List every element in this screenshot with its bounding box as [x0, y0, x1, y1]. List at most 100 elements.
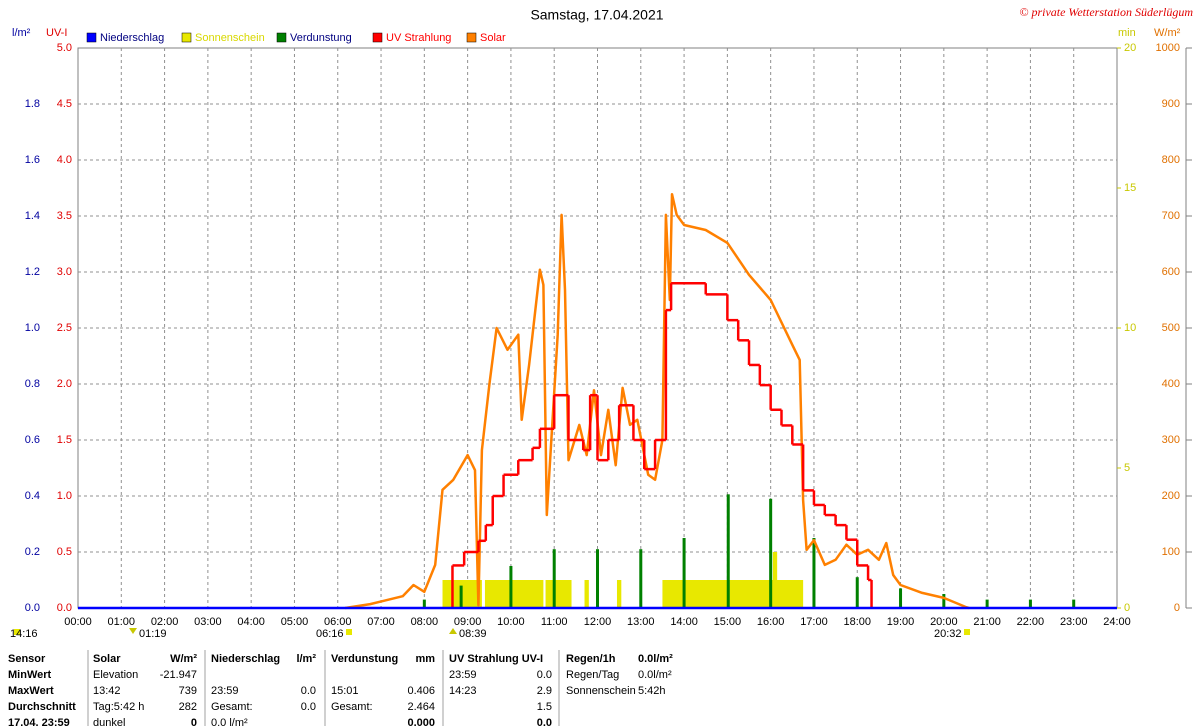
y2-tick-label: 15: [1124, 182, 1136, 194]
marker-label: 06:16: [316, 628, 344, 640]
table-cell: Durchschnitt: [8, 701, 76, 713]
x-tick-label: 17:00: [800, 616, 828, 628]
table-cell: 2.464: [407, 701, 435, 713]
y3-tick-label: 700: [1162, 210, 1180, 222]
y2-tick-label: 10: [1124, 322, 1136, 334]
sunshine-bar: [662, 580, 804, 608]
x-tick-label: 07:00: [367, 616, 395, 628]
x-tick-label: 02:00: [151, 616, 179, 628]
table-cell: Sonnenschein: [566, 685, 636, 697]
table-cell: 0.0: [301, 685, 316, 697]
evaporation-bar: [509, 566, 513, 608]
markers: 14:16 01:19 06:16 08:39 20:32: [10, 628, 970, 640]
y-tick-label: 1.8: [25, 98, 40, 110]
legend-label: Solar: [480, 32, 506, 44]
summary-table: Sensor Solar W/m² Niederschlag l/m² Verdunstu…: [8, 650, 673, 726]
table-cell: 0.0l/m²: [638, 669, 672, 681]
x-tick-label: 21:00: [973, 616, 1001, 628]
x-tick-label: 00:00: [64, 616, 92, 628]
legend-label: UV Strahlung: [386, 32, 451, 44]
x-tick-label: 14:00: [670, 616, 698, 628]
y3-tick-label: 400: [1162, 378, 1180, 390]
evaporation-bar: [769, 498, 773, 608]
table-cell: 0.406: [407, 685, 435, 697]
axis-unit: min: [1118, 27, 1136, 39]
y3-tick-label: 1000: [1156, 42, 1180, 54]
y2-tick-label: 5: [1124, 462, 1130, 474]
table-cell: 5:42h: [638, 685, 666, 697]
x-tick-label: 10:00: [497, 616, 525, 628]
table-cell: 14:23: [449, 685, 477, 697]
sunshine-bar: [772, 552, 778, 608]
uv-tick-label: 0.5: [57, 546, 72, 558]
y3-tick-label: 200: [1162, 490, 1180, 502]
evaporation-bar: [596, 549, 599, 608]
credit: © private Wetterstation Süderlügum: [1019, 5, 1193, 19]
axis-unit: UV-I: [46, 27, 67, 39]
legend-swatch: [372, 32, 383, 43]
table-cell: Regen/Tag: [566, 669, 619, 681]
uv-tick-label: 4.0: [57, 154, 72, 166]
marker-icon: [964, 629, 970, 635]
uv-tick-label: 5.0: [57, 42, 72, 54]
y-tick-label: 0.8: [25, 378, 40, 390]
x-tick-label: 23:00: [1060, 616, 1088, 628]
y3-tick-label: 900: [1162, 98, 1180, 110]
table-cell: 0.0: [537, 669, 552, 681]
table-cell: 282: [179, 701, 197, 713]
table-cell: Gesamt:: [211, 701, 253, 713]
evaporation-bar: [812, 538, 816, 608]
uv-tick-label: 1.5: [57, 434, 72, 446]
x-tick-label: 20:00: [930, 616, 958, 628]
evaporation-bar: [682, 538, 686, 608]
legend-label: Verdunstung: [290, 32, 352, 44]
legend-label: Niederschlag: [100, 32, 164, 44]
table-cell: 23:59: [449, 669, 477, 681]
table-header: mm: [415, 653, 435, 665]
x-tick-label: 19:00: [887, 616, 915, 628]
marker-label: 14:16: [10, 628, 38, 640]
y3-tick-label: 300: [1162, 434, 1180, 446]
y-tick-label: 1.0: [25, 322, 40, 334]
table-cell: dunkel: [93, 717, 125, 726]
table-cell: 1.5: [537, 701, 552, 713]
x-tick-label: 18:00: [843, 616, 871, 628]
evaporation-bar: [1028, 599, 1032, 608]
x-tick-label: 04:00: [237, 616, 265, 628]
table-cell: 23:59: [211, 685, 239, 697]
table-header: Sensor: [8, 653, 46, 665]
y2-tick-label: 20: [1124, 42, 1136, 54]
table-cell: 0.0: [537, 717, 552, 726]
x-tick-label: 09:00: [454, 616, 482, 628]
x-tick-label: 12:00: [584, 616, 612, 628]
table-cell: 0.0 l/m²: [211, 717, 248, 726]
legend-swatch: [181, 32, 192, 43]
x-tick-label: 05:00: [281, 616, 309, 628]
table-header: Regen/1h: [566, 653, 616, 665]
marker-icon: [129, 628, 137, 634]
sunshine-bar: [545, 580, 572, 608]
table-cell: Elevation: [93, 669, 138, 681]
evaporation-bar: [899, 588, 903, 608]
y-tick-label: 0.6: [25, 434, 40, 446]
sunshine-bar: [484, 580, 544, 608]
table-cell: MinWert: [8, 669, 52, 681]
x-tick-label: 16:00: [757, 616, 785, 628]
uv-tick-label: 2.5: [57, 322, 72, 334]
evaporation-bar: [552, 549, 556, 608]
table-cell: 15:01: [331, 685, 359, 697]
table-header: l/m²: [296, 653, 316, 665]
table-cell: Gesamt:: [331, 701, 373, 713]
y3-tick-label: 800: [1162, 154, 1180, 166]
evaporation-bar: [942, 594, 946, 608]
table-header: W/m²: [170, 653, 197, 665]
sunshine-bar: [584, 580, 589, 608]
table-cell: MaxWert: [8, 685, 54, 697]
y-tick-label: 0.0: [25, 602, 40, 614]
table-cell: -21.947: [160, 669, 197, 681]
x-tick-label: 08:00: [411, 616, 439, 628]
x-tick-label: 03:00: [194, 616, 222, 628]
legend-swatch: [276, 32, 287, 43]
table-cell: 0.0: [301, 701, 316, 713]
